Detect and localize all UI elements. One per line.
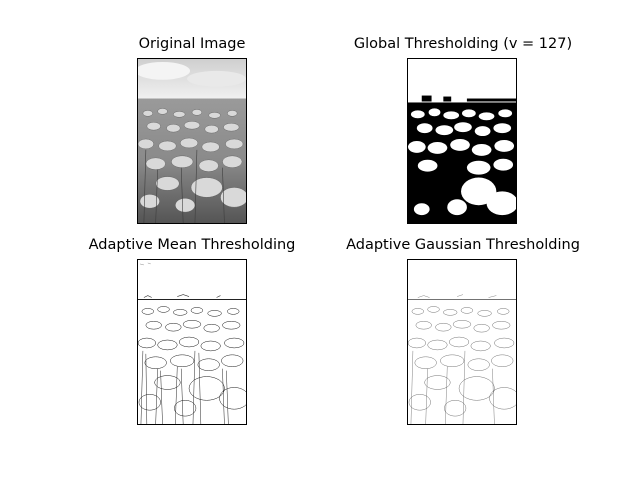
adaptive-gaussian-image bbox=[407, 259, 517, 425]
panel-title-adaptive-gaussian: Adaptive Gaussian Thresholding bbox=[346, 237, 580, 253]
panel-title-global: Global Thresholding (v = 127) bbox=[353, 36, 573, 52]
adaptive-mean-image bbox=[137, 259, 247, 425]
original-image-render bbox=[138, 59, 246, 223]
adaptive-gaussian-render bbox=[408, 260, 516, 424]
panel-title-adaptive-mean: Adaptive Mean Thresholding bbox=[88, 237, 296, 253]
adaptive-mean-render bbox=[138, 260, 246, 424]
panel-title-original: Original Image bbox=[138, 36, 246, 52]
global-threshold-image bbox=[407, 58, 517, 224]
global-threshold-render bbox=[408, 59, 516, 223]
original-image bbox=[137, 58, 247, 224]
